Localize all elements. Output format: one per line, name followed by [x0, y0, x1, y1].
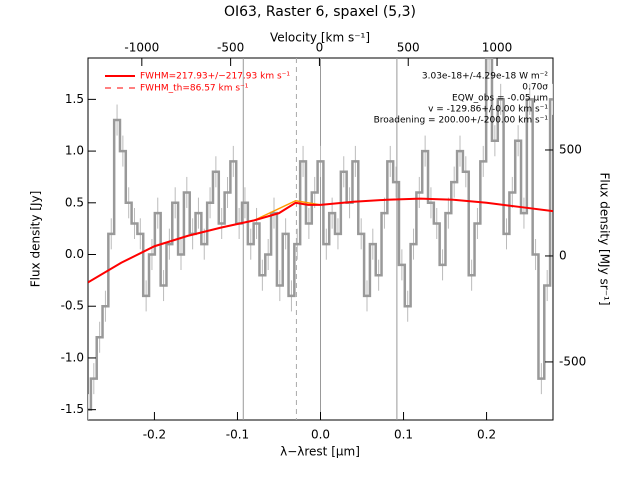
x2-axis-label: Velocity [km s⁻¹]	[270, 31, 370, 45]
x2-tick-label: 1000	[482, 41, 513, 55]
annotation: EQW_obs = -0.05 μm	[452, 94, 548, 104]
chart-title: OI63, Raster 6, spaxel (5,3)	[224, 4, 416, 20]
legend-label: FWHM=217.93+/−217.93 km s⁻¹	[140, 72, 290, 82]
y-tick-label: -1.0	[61, 350, 84, 364]
y-tick-label: 0.0	[65, 247, 84, 261]
y2-tick-label: -500	[559, 354, 586, 368]
x2-tick-label: -1000	[124, 41, 159, 55]
x-tick-label: 0.0	[311, 428, 330, 442]
y2-tick-label: 0	[559, 248, 567, 262]
plot-area	[88, 58, 553, 420]
annotation: v = -129.86+/-0.00 km s⁻¹	[428, 105, 548, 115]
y2-tick-label: 500	[559, 142, 582, 156]
x2-tick-label: -500	[217, 41, 244, 55]
x-tick-label: 0.1	[394, 428, 413, 442]
spectrum-line	[88, 58, 553, 411]
y-tick-label: 1.5	[65, 92, 84, 106]
x-tick-label: -0.1	[226, 428, 249, 442]
fit-curve	[88, 197, 553, 284]
y-tick-label: 1.0	[65, 144, 84, 158]
x-axis-label: λ−λrest [μm]	[280, 445, 360, 459]
y-tick-label: 0.5	[65, 195, 84, 209]
y-tick-label: -1.5	[61, 402, 84, 416]
x2-tick-label: 500	[397, 41, 420, 55]
y2-axis-label: Flux density [MJy sr⁻¹]	[598, 172, 612, 305]
annotation: Broadening = 200.00+/-200.00 km s⁻¹	[374, 116, 549, 126]
annotation: 3.03e-18+/-4.29e-18 W m⁻²	[422, 72, 549, 82]
x-tick-label: 0.2	[477, 428, 496, 442]
x2-tick-label: 0	[316, 41, 324, 55]
x-tick-label: -0.2	[143, 428, 166, 442]
legend-label: FWHM_th=86.57 km s⁻¹	[140, 84, 249, 94]
line-fit	[253, 199, 321, 222]
annotation: 0.70σ	[522, 83, 548, 93]
y-tick-label: -0.5	[61, 299, 84, 313]
y-axis-label: Flux density [Jy]	[29, 191, 43, 288]
